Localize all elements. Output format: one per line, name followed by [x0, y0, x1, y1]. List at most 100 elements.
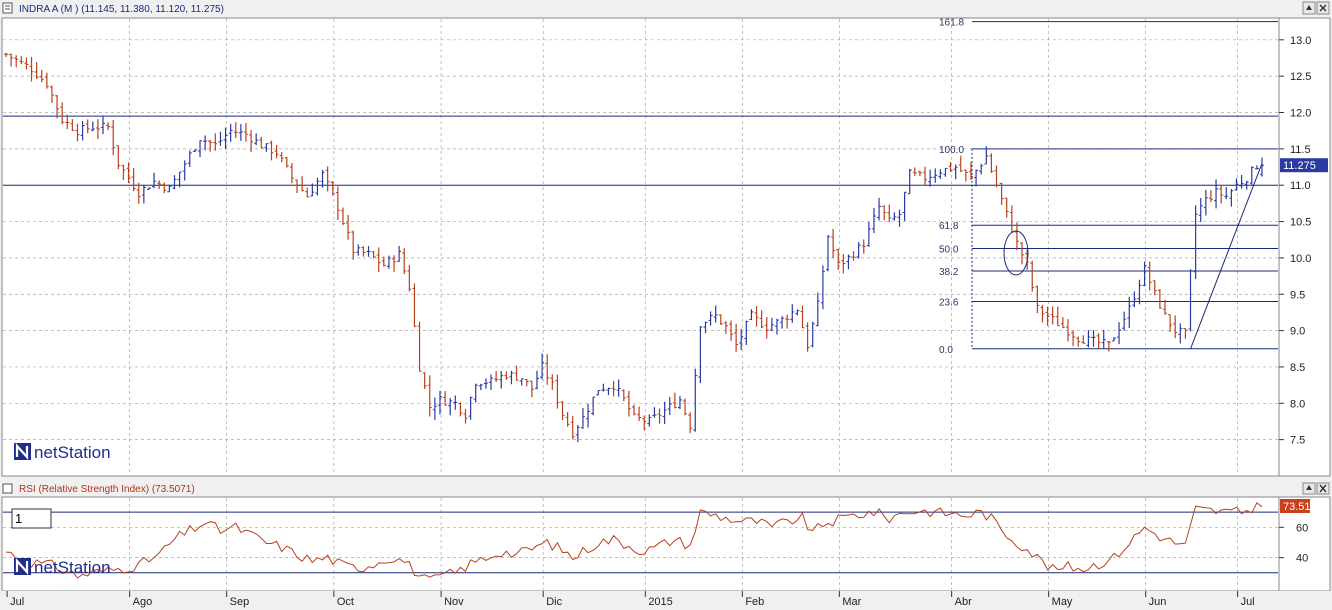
rsi-restore-icon[interactable] [1302, 482, 1316, 495]
ohlc-bar [560, 401, 565, 421]
price-y-tick-label: 9.5 [1290, 289, 1305, 301]
rsi-plot-area [1, 496, 1280, 592]
ohlc-bar [489, 374, 494, 390]
ohlc-bar [912, 167, 917, 176]
ohlc-bar [1260, 157, 1264, 177]
ohlc-bar [44, 72, 49, 89]
x-axis-ticks: Jul Ago Sep Oct Nov Dic 2015 Feb Mar Abr May Jun Jul [6, 591, 1255, 608]
ohlc-bar [1035, 285, 1040, 314]
x-tick-label: Dic [546, 596, 562, 608]
x-tick-label: Mar [842, 596, 861, 608]
ohlc-bar [1045, 306, 1050, 326]
ohlc-bar [800, 305, 805, 329]
ohlc-bar [1208, 190, 1213, 203]
ohlc-bar [172, 175, 177, 190]
panel-menu-icon[interactable] [2, 2, 13, 14]
ohlc-bar [1091, 329, 1096, 347]
price-y-tick-label: 13.0 [1290, 35, 1311, 47]
ohlc-bar [437, 390, 442, 415]
rsi-panel-title: RSI (Relative Strength Index) (73.5071) [19, 484, 195, 495]
ohlc-bar [596, 390, 601, 396]
ohlc-bar [780, 316, 785, 329]
close-icon[interactable] [1316, 1, 1330, 15]
x-tick-label: Ago [133, 596, 153, 608]
rsi-close-icon[interactable] [1316, 482, 1330, 495]
restore-icon[interactable] [1302, 1, 1316, 15]
ellipse-annotation[interactable] [1003, 230, 1029, 276]
ohlc-bar [243, 123, 248, 142]
ohlc-bar [223, 127, 228, 150]
ohlc-bar [371, 251, 376, 259]
ohlc-bar [60, 102, 65, 125]
ohlc-bar [1106, 341, 1111, 352]
ohlc-bar [101, 115, 106, 134]
ohlc-bar [529, 380, 534, 398]
price-y-axis [1278, 17, 1331, 477]
ohlc-bar [790, 304, 795, 323]
ohlc-bar [1132, 291, 1137, 308]
ohlc-bar [1111, 337, 1116, 342]
ohlc-bar [463, 409, 468, 424]
ohlc-bar [468, 396, 473, 420]
ohlc-bar [1229, 189, 1234, 207]
rsi-number-box-label: 1 [15, 511, 22, 526]
ohlc-bar [739, 328, 744, 351]
x-tick-label: Jun [1149, 596, 1167, 608]
ohlc-bar [861, 239, 866, 254]
rsi-number-box[interactable] [11, 508, 52, 529]
ohlc-bar [458, 402, 463, 417]
ohlc-bar [550, 374, 555, 390]
x-tick-label: Nov [444, 596, 464, 608]
price-y-tick-label: 10.0 [1290, 253, 1311, 265]
ohlc-bar [698, 326, 703, 384]
rsi-y-tick-label: 40 [1296, 553, 1308, 565]
ohlc-bar [795, 309, 800, 316]
last-price-label: 11.275 [1283, 160, 1316, 172]
ohlc-bar [402, 248, 407, 275]
ohlc-bar [310, 183, 315, 197]
ohlc-bar [974, 169, 979, 187]
ohlc-bar [85, 119, 90, 134]
ohlc-bar [1117, 322, 1122, 345]
price-y-tick-label: 10.5 [1290, 217, 1311, 229]
ohlc-bar [524, 379, 529, 387]
ohlc-bar [1020, 242, 1025, 265]
ohlc-bar [1214, 179, 1219, 209]
price-panel-title: INDRA A (M ) (11.145, 11.380, 11.120, 11… [19, 4, 224, 15]
ohlc-bar [453, 395, 458, 410]
ohlc-bar [162, 182, 167, 194]
ohlc-bar [1147, 261, 1152, 291]
ohlc-bar [1244, 180, 1249, 190]
ohlc-bar [407, 265, 412, 292]
ohlc-bar [289, 163, 294, 184]
x-axis [0, 591, 1332, 610]
rsi-value-label: 73.51 [1283, 501, 1311, 513]
ohlc-bar [203, 135, 208, 151]
fib-label: 161.8 [939, 18, 964, 29]
ohlc-bar [1188, 269, 1193, 332]
price-y-tick-label: 12.5 [1290, 71, 1311, 83]
rsi-menu-icon[interactable] [2, 483, 13, 494]
ohlc-bar [208, 140, 213, 152]
ohlc-bar [892, 212, 897, 221]
ohlc-bar [325, 166, 330, 192]
ohlc-bar [417, 321, 422, 372]
ohlc-bar [1162, 299, 1167, 315]
ohlc-bar [9, 53, 14, 67]
rsi-title-bar [0, 481, 1332, 496]
ohlc-bar [315, 177, 320, 196]
ohlc-bar [90, 121, 95, 132]
ohlc-bar [167, 184, 172, 193]
ohlc-bar [519, 378, 524, 386]
ohlc-bar [422, 372, 427, 390]
ohlc-bar [871, 207, 876, 234]
ohlc-bar [948, 161, 953, 173]
ohlc-bar [55, 94, 60, 119]
ohlc-bar [1198, 198, 1203, 223]
ohlc-bar [785, 314, 790, 329]
ohlc-bar [218, 131, 223, 147]
ohlc-bar [116, 145, 121, 170]
ohlc-bar [1219, 185, 1224, 204]
ohlc-bar [228, 123, 233, 142]
ohlc-bar [126, 162, 131, 184]
